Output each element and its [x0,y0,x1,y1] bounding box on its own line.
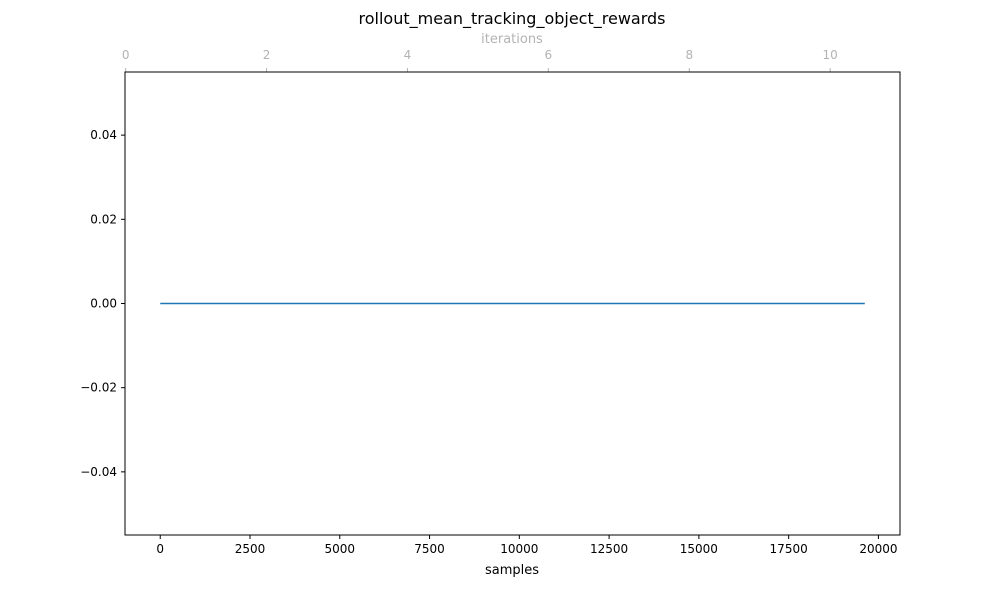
y-tick-label: −0.04 [80,465,117,479]
top-axis-label: iterations [481,32,543,47]
x-axis-label: samples [485,563,539,578]
x-axis-ticks: 0 2500 5000 7500 10000 12500 15000 17500 20000 [156,535,898,556]
x-tick-label: 7500 [414,542,445,556]
y-tick-label: 0.04 [90,128,117,142]
plot-frame [124,71,901,536]
y-tick-label: 0.02 [90,212,117,226]
top-tick-label: 10 [823,48,838,62]
chart-title: rollout_mean_tracking_object_rewards [359,9,666,29]
x-tick-label: 17500 [770,542,808,556]
x-tick-label: 2500 [235,542,266,556]
x-tick-label: 12500 [590,542,628,556]
x-tick-label: 5000 [325,542,356,556]
top-axis-ticks: 0 2 4 6 8 10 [122,48,838,72]
x-tick-label: 10000 [500,542,538,556]
y-axis-ticks: −0.04 −0.02 0.00 0.02 0.04 [80,128,125,479]
y-tick-label: −0.02 [80,381,117,395]
x-tick-label: 15000 [680,542,718,556]
x-tick-label: 0 [156,542,164,556]
top-tick-label: 2 [263,48,271,62]
top-tick-label: 4 [404,48,412,62]
top-tick-label: 6 [545,48,553,62]
top-tick-label: 0 [122,48,130,62]
top-tick-label: 8 [685,48,693,62]
x-tick-label: 20000 [859,542,897,556]
y-tick-label: 0.00 [90,297,117,311]
